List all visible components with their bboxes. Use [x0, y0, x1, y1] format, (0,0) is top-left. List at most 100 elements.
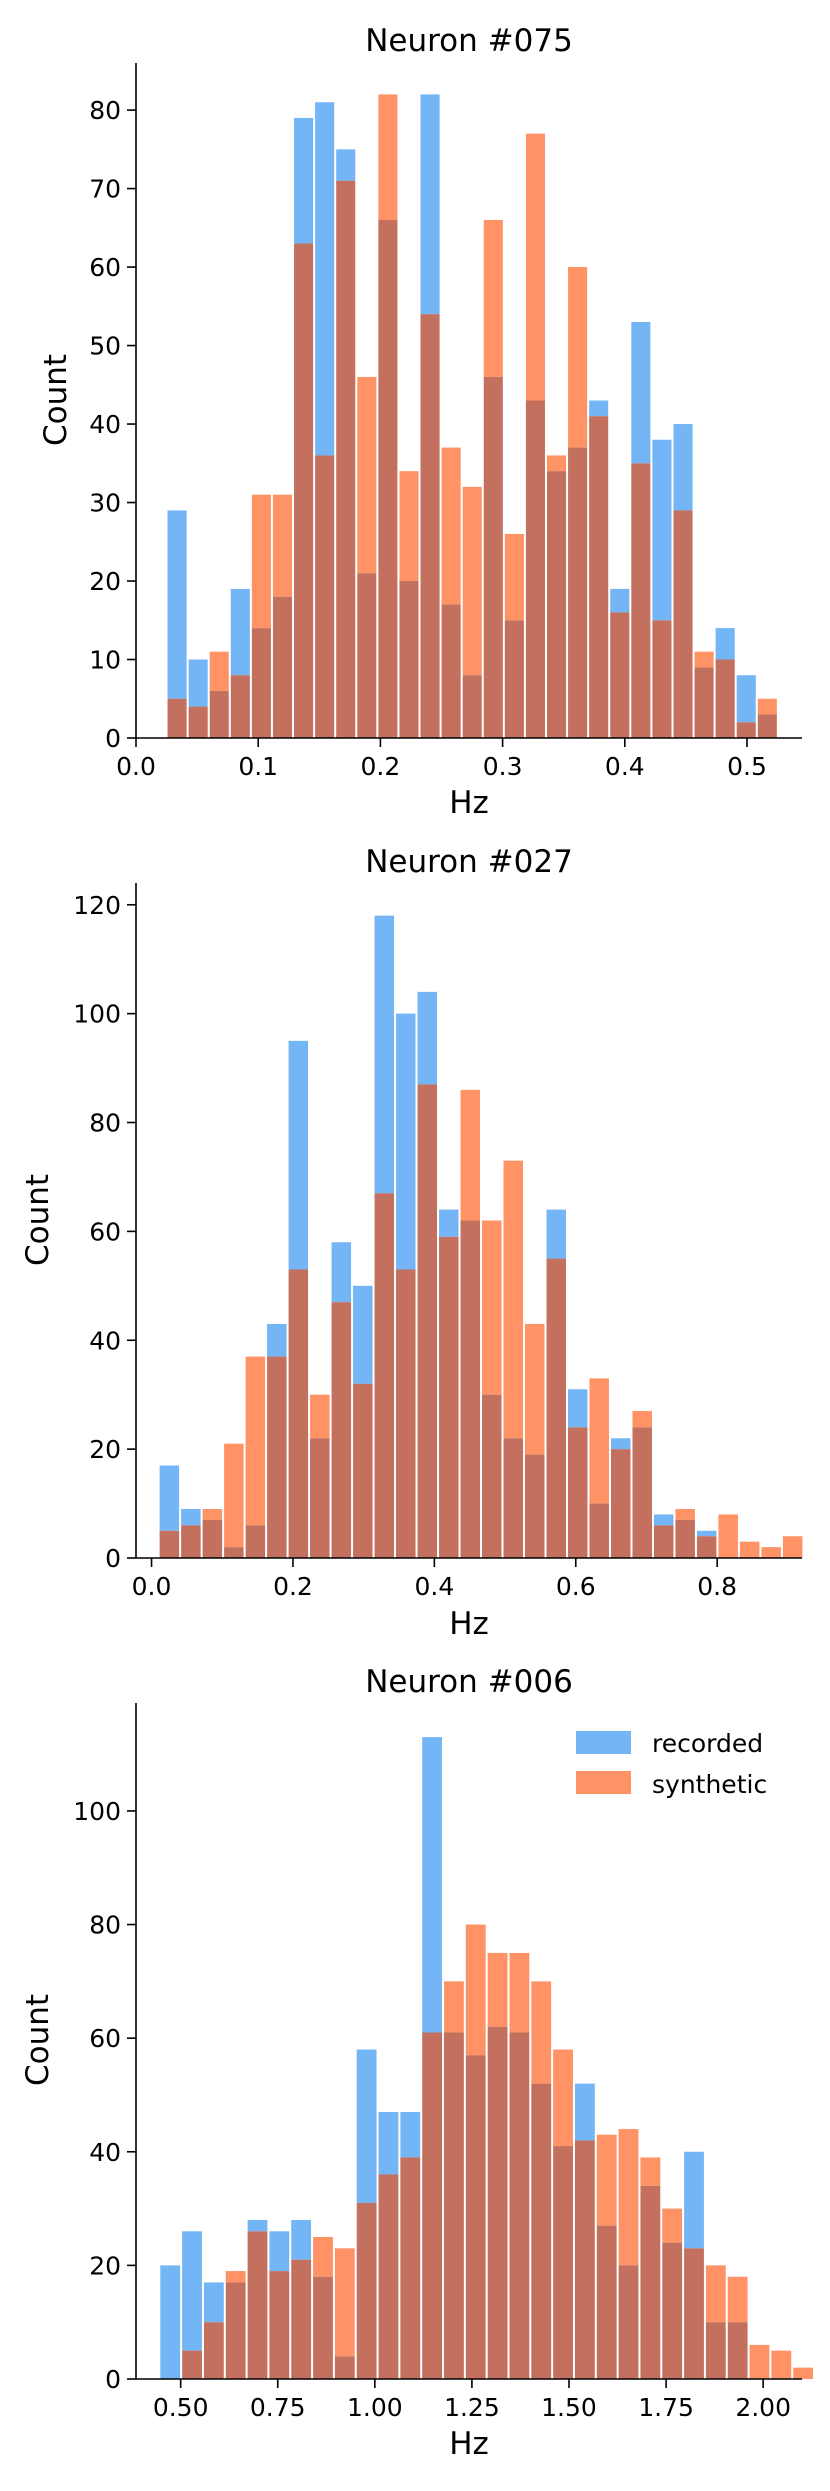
- bar-synthetic: [749, 2344, 770, 2379]
- bar-synthetic: [675, 1509, 695, 1520]
- bar-recorded: [396, 1013, 416, 1270]
- bar-group: [160, 1737, 814, 2379]
- bar-overlap: [294, 243, 314, 738]
- bar-overlap: [336, 180, 356, 739]
- x-tick-label: 1.75: [638, 2393, 694, 2422]
- bar-overlap: [567, 1427, 588, 1558]
- x-tick-label: 0.3: [483, 752, 523, 781]
- bar-recorded: [417, 991, 438, 1085]
- bar-overlap: [439, 1236, 459, 1558]
- bar-synthetic: [465, 1924, 486, 2056]
- bar-overlap: [596, 2225, 617, 2379]
- bar-recorded: [610, 588, 630, 613]
- histogram-panel-neuron-075: Neuron #075 Hz Count 0.0 0.1 0.2 0.3 0.4 0.50…: [38, 23, 802, 821]
- bar-overlap: [422, 2032, 443, 2379]
- bar-synthetic: [771, 2350, 792, 2379]
- y-tick-label: 120: [73, 891, 121, 920]
- bar-synthetic: [487, 1952, 508, 2027]
- bar-synthetic: [589, 1378, 609, 1504]
- bar-overlap: [247, 2231, 268, 2379]
- histogram-panel-neuron-027: Neuron #027 Hz Count 0.0 0.2 0.4 0.6 0.8 0 20 4…: [20, 844, 803, 1642]
- legend: recorded synthetic: [576, 1729, 767, 1799]
- bar-recorded: [422, 1737, 443, 2033]
- x-tick-label: 0.6: [556, 1572, 596, 1601]
- y-axis-label: Count: [20, 1174, 56, 1266]
- y-tick-label: 100: [73, 1797, 121, 1826]
- bar-overlap: [420, 314, 440, 738]
- bar-synthetic: [378, 94, 398, 220]
- bar-overlap: [356, 2202, 377, 2379]
- bar-overlap: [675, 1519, 695, 1558]
- bar-overlap: [315, 455, 335, 738]
- bar-synthetic: [618, 2129, 639, 2266]
- bar-overlap: [334, 2356, 355, 2379]
- x-tick-label: 0.1: [238, 752, 278, 781]
- bar-overlap: [525, 400, 545, 738]
- bar-recorded: [167, 510, 187, 699]
- bar-synthetic: [553, 2049, 573, 2147]
- bar-overlap: [313, 2276, 333, 2379]
- x-tick-label: 0.50: [153, 2393, 209, 2422]
- bar-overlap: [288, 1269, 309, 1558]
- bar-overlap: [202, 1519, 223, 1558]
- bar-synthetic: [761, 1547, 781, 1558]
- y-axis-label: Count: [38, 354, 74, 446]
- bar-overlap: [374, 1193, 395, 1558]
- x-axis-label: Hz: [449, 785, 489, 821]
- legend-label-synthetic: synthetic: [652, 1770, 767, 1799]
- bar-recorded: [589, 400, 609, 417]
- bar-overlap: [640, 2185, 661, 2379]
- bar-recorded: [439, 1209, 459, 1237]
- bar-overlap: [631, 463, 651, 738]
- y-tick-label: 0: [105, 1544, 121, 1573]
- y-tick-label: 80: [89, 96, 121, 125]
- x-tick-label: 0.4: [605, 752, 645, 781]
- bar-overlap: [736, 722, 756, 738]
- y-tick-label: 60: [89, 2024, 121, 2053]
- bar-recorded: [356, 2049, 377, 2203]
- bar-overlap: [269, 2271, 290, 2379]
- x-tick-label: 2.00: [735, 2393, 791, 2422]
- bar-overlap: [188, 706, 208, 738]
- bar-synthetic: [596, 2134, 617, 2226]
- axes: 0.0 0.2 0.4 0.6 0.8 0 20 40 60 80 100 120: [73, 883, 802, 1601]
- bar-synthetic: [509, 1952, 530, 2033]
- bar-overlap: [546, 471, 567, 738]
- y-tick-label: 20: [89, 2251, 121, 2280]
- bar-synthetic: [483, 219, 503, 377]
- bar-recorded: [181, 1509, 201, 1526]
- bar-recorded: [400, 2112, 421, 2158]
- bar-recorded: [736, 675, 756, 723]
- bar-overlap: [465, 2055, 486, 2379]
- x-tick-label: 1.25: [444, 2393, 500, 2422]
- bar-overlap: [272, 596, 293, 738]
- x-tick-label: 0.0: [132, 1572, 172, 1601]
- bar-overlap: [503, 1438, 524, 1558]
- x-tick-label: 0.0: [116, 752, 156, 781]
- bar-overlap: [574, 2140, 595, 2379]
- bar-overlap: [267, 1356, 287, 1558]
- bar-synthetic: [209, 651, 229, 691]
- x-tick-label: 0.2: [273, 1572, 313, 1601]
- panel-title: Neuron #006: [365, 1664, 573, 1700]
- y-tick-label: 40: [89, 2138, 121, 2167]
- bar-overlap: [462, 675, 482, 738]
- y-tick-label: 10: [89, 646, 121, 675]
- bar-overlap: [460, 1220, 481, 1558]
- panel-title: Neuron #075: [365, 23, 573, 59]
- bar-recorded: [294, 117, 314, 244]
- y-tick-label: 50: [89, 332, 121, 361]
- bar-overlap: [310, 1438, 330, 1558]
- bar-synthetic: [757, 698, 777, 715]
- bar-overlap: [417, 1084, 438, 1558]
- bar-overlap: [531, 2083, 552, 2379]
- bar-synthetic: [462, 486, 482, 676]
- x-axis-label: Hz: [449, 2426, 489, 2462]
- bar-synthetic: [718, 1514, 738, 1558]
- y-tick-label: 60: [89, 1217, 121, 1246]
- axes: 0.50 0.75 1.00 1.25 1.50 1.75 2.00 0 20 40 60 80 100: [73, 1703, 802, 2422]
- bar-overlap: [610, 612, 630, 738]
- bar-overlap: [251, 628, 271, 738]
- bar-synthetic: [310, 1394, 330, 1439]
